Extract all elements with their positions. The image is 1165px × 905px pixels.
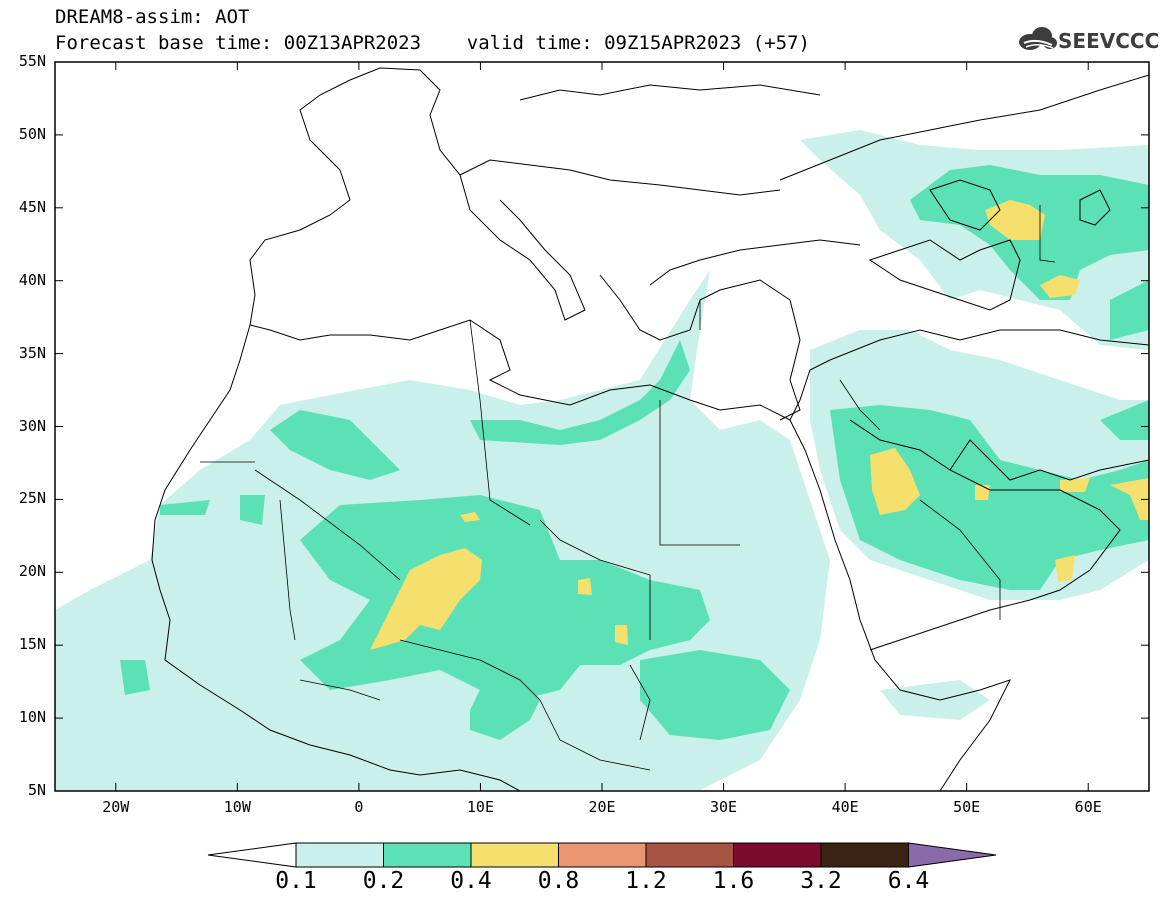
- lon-label: 20E: [588, 798, 616, 816]
- aot-band-0.2: [120, 165, 1149, 740]
- colorbar-label: 1.2: [625, 868, 667, 894]
- colorbar-swatch: [470, 842, 559, 868]
- chart-title: DREAM8-assim: AOT: [55, 6, 250, 28]
- colorbar-swatch: [295, 842, 384, 868]
- colorbar: [207, 842, 997, 868]
- lon-label: 10W: [223, 798, 251, 816]
- colorbar-label: 1.6: [712, 868, 755, 894]
- colorbar-under-arrow: [207, 842, 297, 868]
- axis-ticks: [55, 61, 1149, 792]
- colorbar-swatch: [645, 842, 734, 868]
- lon-label: 0: [354, 798, 364, 816]
- lon-label: 40E: [831, 798, 859, 816]
- lat-label: 30N: [18, 416, 46, 435]
- lat-label: 45N: [18, 197, 46, 216]
- colorbar-label: 0.2: [362, 868, 405, 894]
- lon-label: 60E: [1074, 798, 1102, 816]
- borders: [200, 205, 1056, 771]
- lon-label: 20W: [102, 798, 130, 816]
- lat-label: 25N: [18, 489, 46, 508]
- colorbar-swatch: [733, 842, 822, 868]
- lat-label: 55N: [18, 52, 46, 70]
- colorbar-label: 0.8: [537, 868, 580, 894]
- lat-label: 35N: [18, 343, 46, 362]
- lon-label: 10E: [466, 798, 494, 816]
- lon-label: 30E: [710, 798, 738, 816]
- lat-label: 40N: [18, 270, 46, 289]
- lon-label: 50E: [953, 798, 981, 816]
- colorbar-label: 3.2: [800, 868, 842, 894]
- colorbar-swatch: [558, 842, 647, 868]
- lat-label: 5N: [27, 781, 46, 799]
- colorbar-over-arrow: [908, 842, 997, 868]
- cloud-icon: [1019, 27, 1057, 50]
- colorbar-label: 6.4: [887, 868, 930, 894]
- logo-text: SEEVCCC: [1058, 29, 1160, 53]
- colorbar-label: 0.1: [275, 868, 317, 894]
- lat-label: 20N: [18, 562, 46, 581]
- colorbar-swatch: [383, 842, 472, 868]
- lat-label: 15N: [18, 635, 46, 654]
- colorbar-label: 0.4: [450, 868, 492, 894]
- chart-subtitle: Forecast base time: 00Z13APR2023 valid t…: [55, 32, 810, 54]
- colorbar-swatch: [820, 842, 909, 868]
- lat-label: 50N: [18, 124, 46, 143]
- aot-fields: [55, 67, 1149, 791]
- coastlines: [151, 67, 1149, 791]
- lat-label: 10N: [18, 708, 46, 727]
